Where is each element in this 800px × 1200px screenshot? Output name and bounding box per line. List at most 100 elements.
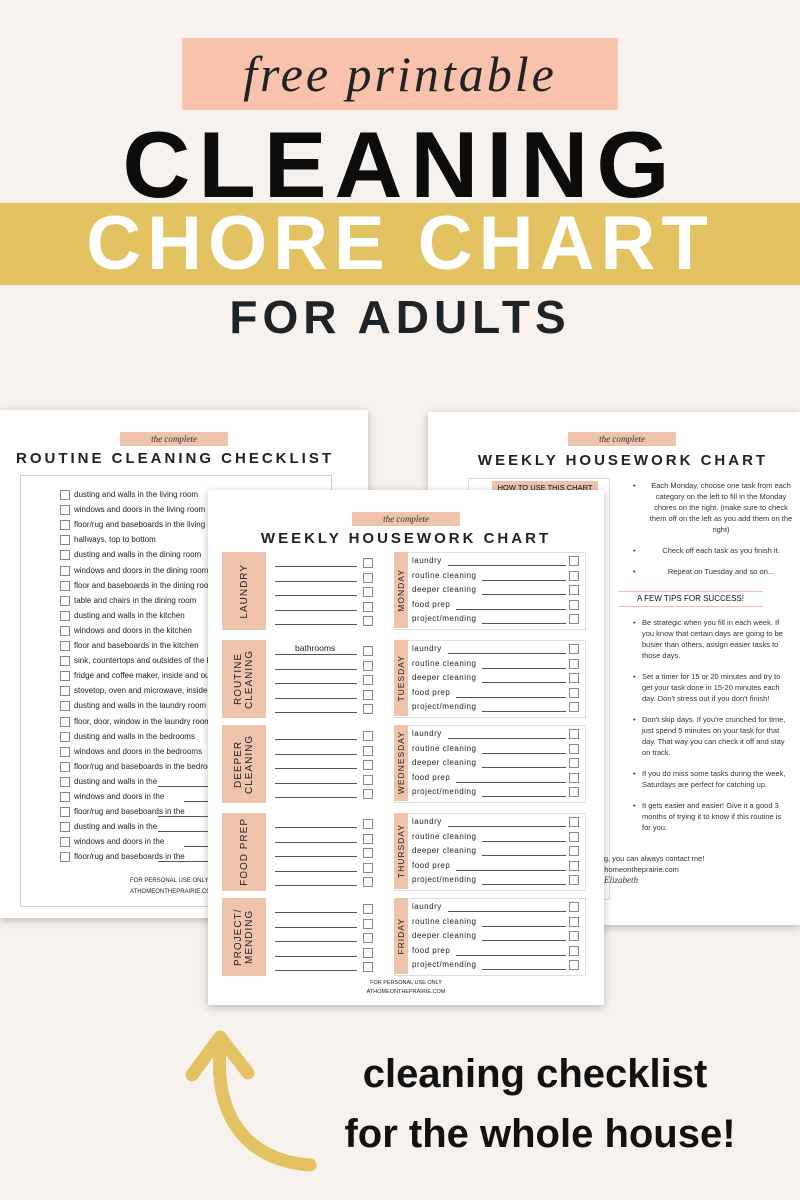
filled-entry: bathrooms [295,643,336,653]
entry-line [275,941,357,942]
footer: FOR PERSONAL USE ONLY [370,980,442,986]
task-line [482,767,566,768]
checkbox [569,614,579,624]
entry-line [275,580,357,582]
entry-line [275,955,357,957]
task-line [448,738,566,739]
caption-line1: cleaning checklist [362,1052,708,1096]
checkbox [569,673,579,683]
entry-line [275,912,357,913]
checkbox [363,587,373,597]
entry-line [275,841,357,843]
checkbox [60,520,70,531]
checklist-item: windows and doors in the dining room [74,565,209,575]
checkbox [569,931,579,941]
task-label: project/mending [412,875,477,884]
checklist-item: dusting and walls in the living room [74,490,199,499]
checkbox [363,877,373,887]
category-label: ROUTINE CLEANING [222,640,266,718]
how-step: Check off each task as you finish it. [662,546,780,555]
signature: Elizabeth [604,875,638,885]
checkbox [569,945,579,956]
tip: Don't skip days. If you're crunched for … [642,715,786,757]
task-line [482,925,566,927]
checkbox [363,745,373,756]
checklist-item: fridge and coffee maker, inside and out [74,671,212,681]
entry-line [275,768,357,769]
category-label: DEEPER CLEANING [222,725,266,803]
task-label: project/mending [412,960,477,969]
blank-line [158,816,218,818]
task-line [448,911,566,912]
arrow [185,1030,317,1172]
weekly-chart-doc: the complete WEEKLY HOUSEWORK CHART LAUNDR… [208,490,604,1005]
checklist-item: floor/rug and baseboards in the living r… [74,520,226,530]
checklist-item: floor/rug and baseboards in the [74,852,185,862]
entry-line [275,885,357,886]
day-label: THURSDAY [394,813,408,889]
checklist-item: dusting and walls in the bedrooms [74,731,195,741]
title-line3: FOR ADULTS [229,291,571,343]
checklist-item: windows and doors in the kitchen [74,625,192,635]
checkbox [60,595,70,606]
task-label: food prep [412,599,451,609]
checklist-item: windows and doors in the [74,837,165,847]
bullet: • [633,618,636,627]
bullet: • [633,672,636,681]
task-line [482,884,566,885]
checkbox [363,675,373,685]
checkbox [60,701,70,712]
checkbox [60,580,70,591]
entry-line [275,609,357,611]
checkbox [60,625,70,636]
doc-title: WEEKLY HOUSEWORK CHART [260,530,552,547]
entry-line [275,782,357,784]
task-line [482,855,566,856]
checklist-item: dusting and walls in the kitchen [74,610,185,620]
task-label: food prep [412,945,451,955]
checkbox [363,660,373,671]
checklist-item: floor and baseboards in the dining room [74,580,215,590]
task-label: deeper cleaning [412,758,477,767]
task-label: deeper cleaning [412,585,477,594]
checkbox [363,689,373,700]
entry-line [275,566,357,567]
task-line [448,653,566,654]
checkbox [569,831,579,842]
task-line [482,667,566,669]
checklist-item: windows and doors in the living room [74,505,206,515]
checkbox [363,646,373,656]
checkbox [363,558,373,568]
category-text: DEEPER CLEANING [233,734,255,794]
task-label: food prep [412,687,451,697]
task-label: food prep [412,860,451,870]
checkbox [569,687,579,698]
task-label: routine cleaning [412,743,477,753]
task-line [482,711,566,712]
entry-line [275,970,357,971]
task-label: laundry [412,902,442,911]
checkbox [60,610,70,621]
category-text: FOOD PREP [238,818,250,886]
checkbox [363,774,373,785]
checkbox [569,860,579,871]
day-label: MONDAY [394,552,408,628]
task-line [482,579,566,581]
task-label: project/mending [412,614,477,623]
checkbox [363,789,373,799]
checkbox [569,902,579,912]
checkbox [569,787,579,797]
title-band [0,203,800,285]
entry-line [275,870,357,872]
task-line [482,796,566,797]
tips-heading: A FEW TIPS FOR SUCCESS! [618,591,763,607]
tip: Be strategic when you fill in each week.… [642,618,783,660]
checkbox [60,807,70,818]
checkbox [60,641,70,651]
task-line [456,781,566,783]
day-text: WEDNESDAY [396,731,406,795]
checklist-item: hallways, top to bottom [74,535,156,545]
how-step: Each Monday, choose one task from each c… [649,481,793,534]
category-text: LAUNDRY [238,563,250,619]
caption-line2: for the whole house! [344,1112,736,1156]
